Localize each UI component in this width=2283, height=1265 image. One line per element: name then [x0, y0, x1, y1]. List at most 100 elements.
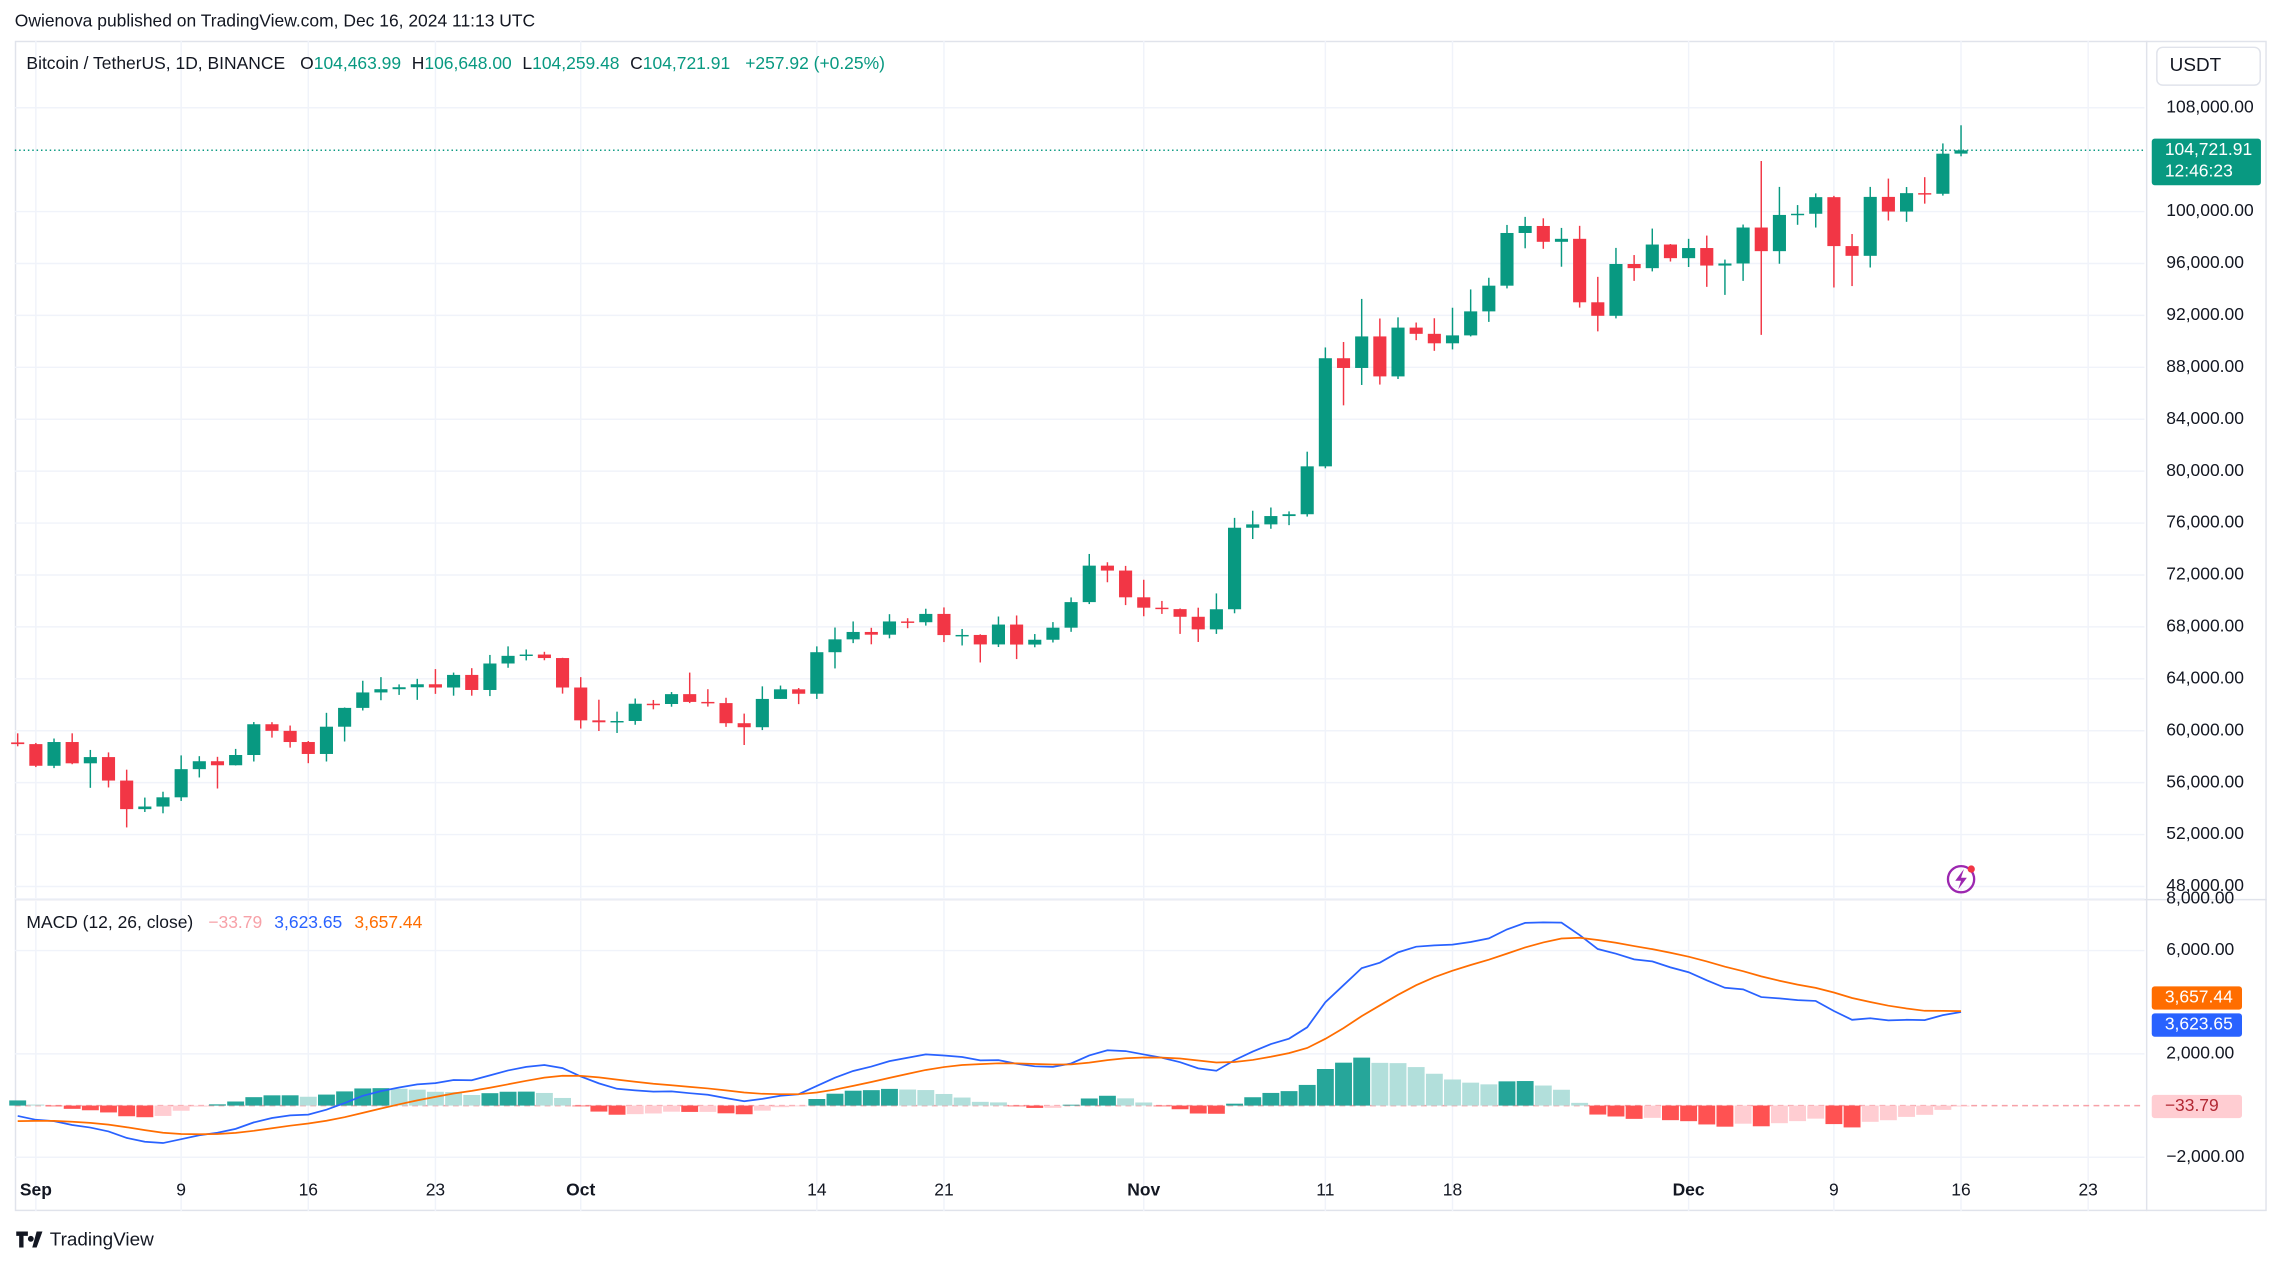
icon-bolt[interactable]	[1955, 869, 1967, 890]
candle-body	[574, 687, 588, 721]
candle-body	[1191, 616, 1205, 630]
x-tick-label: 16	[1951, 1179, 1970, 1199]
histogram-bar	[1008, 1105, 1026, 1107]
ohlc-key: L	[522, 53, 532, 73]
histogram-bar	[1843, 1105, 1861, 1128]
candle-body	[447, 674, 461, 688]
ohlc-value: 104,721.91	[643, 53, 730, 73]
histogram-bar	[808, 1098, 826, 1106]
histogram-bar	[517, 1091, 535, 1106]
candle-body	[955, 634, 969, 637]
histogram-bar	[172, 1105, 190, 1111]
ohlc-key: H	[412, 53, 425, 73]
histogram-bar	[1098, 1095, 1116, 1106]
candle-body	[1318, 358, 1332, 467]
histogram-bar	[1807, 1105, 1825, 1119]
histogram-bar	[209, 1104, 226, 1106]
candle-body	[1427, 333, 1441, 344]
histogram-bar	[644, 1105, 662, 1114]
histogram-bar	[1171, 1105, 1189, 1110]
histogram-bar	[1207, 1105, 1225, 1114]
ohlc-value: 104,463.99	[314, 53, 401, 73]
currency-button[interactable]	[2156, 46, 2261, 86]
candle-body	[864, 631, 878, 635]
symbol-title: Bitcoin / TetherUS, 1D, BINANCE	[26, 53, 285, 73]
candle-body	[47, 742, 61, 766]
currency-label[interactable]: USDT	[2170, 55, 2222, 76]
candle-body	[1682, 248, 1696, 259]
candle-body	[1918, 193, 1932, 195]
candle-body	[1536, 225, 1550, 242]
y-tick-label: 68,000.00	[2166, 616, 2244, 636]
y-tick-label: 88,000.00	[2166, 356, 2244, 376]
histogram-bar	[717, 1105, 735, 1114]
histogram-bar	[1026, 1105, 1044, 1108]
y-tick-label: 100,000.00	[2166, 200, 2254, 220]
candle-body	[683, 694, 697, 702]
histogram-bar	[27, 1104, 45, 1106]
candle-body	[1282, 514, 1296, 517]
histogram-bar	[1825, 1105, 1843, 1125]
publisher-line: Owienova published on TradingView.com, D…	[15, 10, 535, 30]
ohlc-key: O	[300, 53, 314, 73]
candle-body	[1900, 193, 1914, 212]
candle-body	[428, 684, 442, 688]
icon-dot[interactable]	[1967, 865, 1975, 873]
candle-body	[501, 655, 515, 664]
histogram-bar	[1407, 1067, 1425, 1106]
histogram-bar	[735, 1105, 753, 1115]
histogram-bar	[844, 1090, 862, 1106]
candle-body	[1391, 327, 1405, 377]
histogram-bar	[118, 1105, 136, 1117]
histogram-bar	[1425, 1073, 1443, 1106]
candle-body	[1663, 244, 1677, 259]
histogram-bar	[572, 1105, 590, 1107]
candle-body	[174, 769, 188, 798]
histogram-bar	[626, 1105, 644, 1115]
candle-body	[1827, 197, 1841, 247]
histogram-bar	[1044, 1105, 1062, 1108]
candle-body	[1464, 311, 1478, 336]
histogram-bar	[663, 1105, 680, 1112]
histogram-bar	[1280, 1091, 1298, 1106]
x-tick-label: Sep	[20, 1179, 52, 1199]
lightning-icon[interactable]	[1946, 864, 1976, 894]
candle-body	[1010, 624, 1024, 645]
candle-body	[356, 692, 370, 708]
candle-body	[374, 689, 388, 693]
x-tick-label: 9	[1829, 1179, 1839, 1199]
histogram-bar	[281, 1095, 299, 1106]
brand-logo	[16, 1231, 43, 1248]
macd-tick-label: −2,000.00	[2166, 1146, 2244, 1166]
candle-body	[11, 742, 25, 745]
histogram-bar	[535, 1092, 553, 1106]
candle-body	[1264, 516, 1278, 525]
histogram-bar	[1189, 1105, 1207, 1114]
candle-body	[610, 720, 624, 723]
candle-body	[301, 742, 315, 754]
macd-line-value: 3,623.65	[274, 912, 342, 932]
candle-body	[1155, 607, 1169, 610]
candle-body	[410, 684, 424, 688]
icon-ring[interactable]	[1946, 864, 1976, 894]
x-tick-label: 23	[426, 1179, 445, 1199]
candle-body	[846, 631, 860, 640]
candle-body	[719, 703, 733, 724]
histogram-bar	[1080, 1098, 1098, 1106]
y-tick-label: 76,000.00	[2166, 512, 2244, 532]
histogram-bar	[481, 1093, 499, 1106]
histogram-bar	[790, 1105, 808, 1107]
x-tick-label: 14	[807, 1179, 827, 1199]
x-tick-label: 16	[299, 1179, 318, 1199]
candle-body	[919, 613, 933, 623]
candle-body	[138, 806, 152, 810]
candle-body	[537, 654, 551, 659]
candle-body	[229, 755, 243, 766]
macd-tick-label: 2,000.00	[2166, 1043, 2234, 1063]
candle-body	[1046, 627, 1060, 640]
macd-tick-label: 8,000.00	[2166, 887, 2234, 907]
histogram-bar	[608, 1105, 626, 1115]
candle-body	[101, 757, 116, 781]
x-tick-label: 11	[1316, 1179, 1334, 1199]
candle-body	[1591, 302, 1605, 316]
